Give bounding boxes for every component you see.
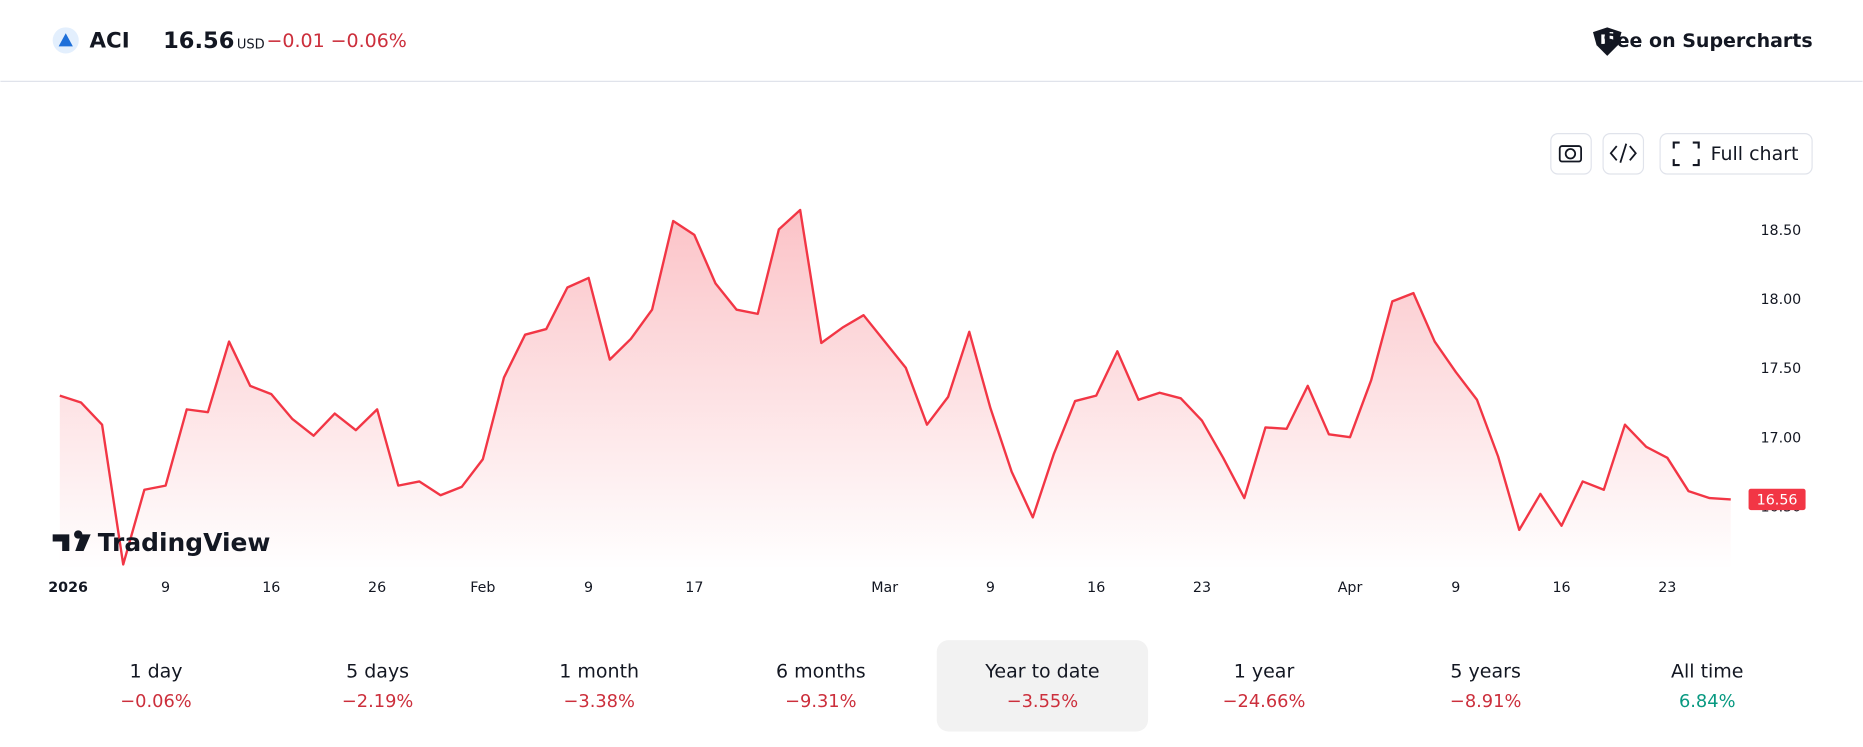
x-tick-label: 17: [685, 580, 703, 596]
period-label[interactable]: 1 month: [559, 661, 639, 683]
period-label[interactable]: 6 months: [776, 661, 866, 683]
watermark: TradingView: [98, 528, 271, 557]
x-tick-label: Mar: [871, 580, 898, 596]
symbol[interactable]: ACI: [89, 29, 129, 54]
x-tick-label: 16: [1552, 580, 1570, 596]
currency: USD: [237, 38, 265, 53]
x-tick-label: Feb: [470, 580, 495, 596]
x-tick-label: Apr: [1338, 580, 1363, 596]
x-tick-label: 16: [1087, 580, 1105, 596]
x-tick-label: 9: [986, 580, 995, 596]
period-label[interactable]: 1 year: [1234, 661, 1295, 683]
fullscreen-icon: [1672, 141, 1700, 167]
area-fill: [59, 209, 1731, 571]
y-tick-label: 18.00: [1760, 292, 1801, 308]
last-price-badge: [1748, 488, 1806, 511]
symbol-logo-mark: [58, 33, 73, 47]
supercharts-icon-bar: [1601, 34, 1605, 44]
supercharts-icon-bar: [1609, 32, 1614, 42]
x-tick-label: 23: [1193, 580, 1211, 596]
snapshot-button[interactable]: [1550, 133, 1592, 175]
price: 16.56: [163, 28, 234, 54]
period-change[interactable]: −24.66%: [1223, 691, 1306, 712]
x-tick-label: 9: [161, 580, 170, 596]
x-tick-label: 9: [1451, 580, 1460, 596]
period-label[interactable]: 5 days: [346, 661, 409, 683]
period-change[interactable]: 6.84%: [1679, 691, 1736, 712]
y-tick-label: 18.50: [1760, 223, 1801, 239]
full-chart-label[interactable]: Full chart: [1711, 143, 1799, 165]
x-tick-label: 23: [1658, 580, 1676, 596]
chart: 16.5017.0017.5018.0018.50202691626Feb917…: [48, 208, 1806, 596]
period-change[interactable]: −3.38%: [563, 691, 634, 712]
watermark-logo: [52, 530, 91, 552]
x-tick-label: 16: [262, 580, 280, 596]
period-label[interactable]: 1 day: [129, 661, 182, 683]
period-change[interactable]: −0.06%: [120, 691, 191, 712]
period-change[interactable]: −8.91%: [1450, 691, 1521, 712]
supercharts-icon[interactable]: [1592, 27, 1622, 56]
y-tick-label: 17.00: [1760, 430, 1801, 446]
period-selected: [936, 640, 1149, 732]
period-change[interactable]: −3.55%: [1007, 691, 1078, 712]
code-icon: [1609, 143, 1637, 163]
period-bar: 1 day −0.06% 5 days −2.19% 1 month −3.38% 6 mo…: [120, 640, 1744, 732]
period-change[interactable]: −9.31%: [785, 691, 856, 712]
supercharts-link[interactable]: See on Supercharts: [1603, 30, 1813, 52]
period-change[interactable]: −2.19%: [342, 691, 413, 712]
y-tick-label: 17.50: [1760, 361, 1801, 377]
x-tick-label: 9: [584, 580, 593, 596]
x-tick-label: 26: [368, 580, 386, 596]
last-price-label: 16.56: [1757, 493, 1798, 509]
x-tick-label: 2026: [48, 580, 88, 596]
period-label[interactable]: 5 years: [1450, 661, 1520, 683]
price-line: [59, 208, 1731, 566]
camera-lens: [1564, 148, 1577, 160]
change: −0.01: [266, 30, 324, 52]
period-label[interactable]: All time: [1671, 661, 1744, 683]
change-percent: −0.06%: [331, 30, 407, 52]
market-closed-icon: [139, 33, 147, 48]
period-label[interactable]: Year to date: [984, 661, 1099, 683]
camera-icon: [1558, 145, 1583, 163]
